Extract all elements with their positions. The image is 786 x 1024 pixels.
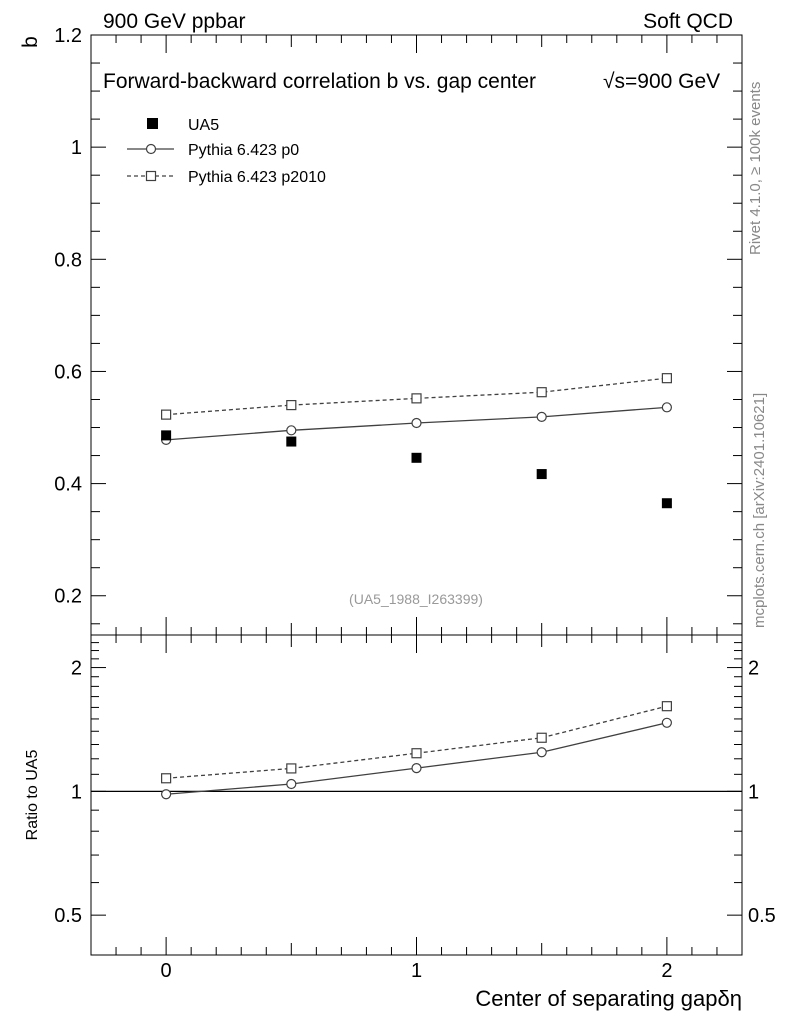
x-axis-label: Center of separating gapδη	[475, 986, 742, 1011]
data-point-p0	[661, 402, 672, 413]
y-tick-label: 0.4	[54, 474, 82, 496]
ratio-panel-frame	[90, 634, 743, 956]
ratio-point-p2010	[411, 748, 422, 759]
ratio-point-p0	[161, 789, 172, 800]
legend: UA5 Pythia 6.423 p0 Pythia 6.423 p2010	[127, 117, 326, 186]
ratio-point-p0	[286, 778, 297, 790]
y-tick-labels: 0.2 0.4 0.6 0.8 1 1.2 0.5 0.5 1 1 2 2	[54, 25, 776, 927]
ratio-line-p0	[166, 722, 668, 795]
axis-ticks	[90, 34, 743, 956]
x-tick-label: 1	[411, 960, 422, 982]
data-point-p0	[411, 417, 422, 429]
ratio-y-tick-label: 2	[71, 658, 82, 680]
legend-marker-p2010	[145, 170, 157, 182]
mcplots-label: mcplots.cern.ch [arXiv:2401.10621]	[751, 393, 768, 628]
data-point-p2010	[661, 373, 672, 384]
main-panel-series	[161, 373, 672, 509]
legend-label-p2010: Pythia 6.423 p2010	[188, 169, 326, 186]
data-point-p0	[286, 425, 297, 436]
ratio-y-tick-label-right: 2	[748, 658, 759, 680]
x-axis-label-text: Center of separating gap	[475, 986, 717, 1011]
ratio-point-p0	[661, 717, 672, 728]
ratio-y-axis-label: Ratio to UA5	[24, 750, 41, 841]
chart-title-text: Forward-backward correlation b vs. gap c…	[103, 70, 536, 93]
y-axis-label: b	[19, 36, 42, 48]
data-point-ua5	[286, 436, 297, 447]
data-point-ua5	[661, 498, 672, 509]
y-tick-label: 1	[71, 137, 82, 159]
header-left: 900 GeV ppbar	[103, 10, 245, 33]
ratio-y-tick-label-right: 0.5	[748, 905, 776, 927]
y-tick-label: 0.6	[54, 361, 82, 383]
data-point-p0	[536, 411, 547, 422]
ratio-point-p2010	[661, 701, 672, 712]
data-point-p2010	[536, 387, 547, 398]
ratio-y-tick-label-right: 1	[748, 781, 759, 803]
x-tick-label: 2	[661, 960, 672, 982]
data-point-ua5	[161, 430, 172, 441]
ratio-y-tick-label: 1	[71, 781, 82, 803]
y-tick-label: 1.2	[54, 25, 82, 47]
data-point-ua5	[536, 469, 547, 480]
data-point-p2010	[411, 393, 422, 404]
legend-label-ua5: UA5	[188, 117, 219, 134]
ratio-point-p2010	[286, 763, 297, 774]
data-point-p2010	[286, 399, 297, 411]
data-point-p2010	[161, 409, 172, 420]
ratio-point-p0	[536, 747, 547, 758]
chart-title-energy: √s=900 GeV	[603, 70, 720, 93]
x-tick-label: 0	[161, 960, 172, 982]
ratio-point-p0	[411, 763, 422, 774]
sqrt-s-label: √s	[603, 70, 625, 93]
energy-value: =900 GeV	[625, 70, 720, 93]
ratio-y-tick-label: 0.5	[54, 905, 82, 927]
chart-title: Forward-backward correlation b vs. gap c…	[103, 70, 536, 93]
rivet-label: Rivet 4.1.0, ≥ 100k events	[747, 82, 764, 255]
y-tick-label: 0.8	[54, 249, 82, 271]
legend-marker-ua5	[147, 118, 158, 129]
ratio-panel-series	[91, 701, 742, 800]
legend-marker-p0	[145, 143, 157, 155]
analysis-id: (UA5_1988_I263399)	[349, 591, 483, 607]
ratio-point-p2010	[161, 773, 172, 784]
ratio-line-p2010	[166, 705, 668, 779]
ratio-point-p2010	[536, 732, 547, 743]
x-tick-labels: 0 1 2	[161, 960, 673, 982]
x-axis-label-symbol: δη	[718, 986, 742, 1011]
legend-label-p0: Pythia 6.423 p0	[188, 142, 299, 159]
data-point-ua5	[411, 452, 422, 463]
header-right: Soft QCD	[643, 10, 733, 33]
y-tick-label: 0.2	[54, 586, 82, 608]
